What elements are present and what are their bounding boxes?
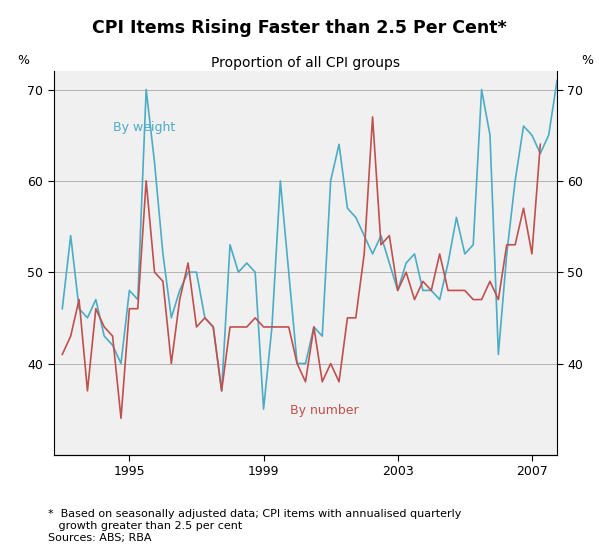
Text: %: %: [581, 54, 593, 67]
Text: By number: By number: [291, 404, 359, 416]
Text: By weight: By weight: [113, 121, 175, 134]
Title: Proportion of all CPI groups: Proportion of all CPI groups: [211, 56, 400, 70]
Text: *  Based on seasonally adjusted data; CPI items with annualised quarterly
   gro: * Based on seasonally adjusted data; CPI…: [48, 509, 461, 543]
Text: CPI Items Rising Faster than 2.5 Per Cent*: CPI Items Rising Faster than 2.5 Per Cen…: [92, 19, 507, 37]
Text: %: %: [18, 54, 30, 67]
